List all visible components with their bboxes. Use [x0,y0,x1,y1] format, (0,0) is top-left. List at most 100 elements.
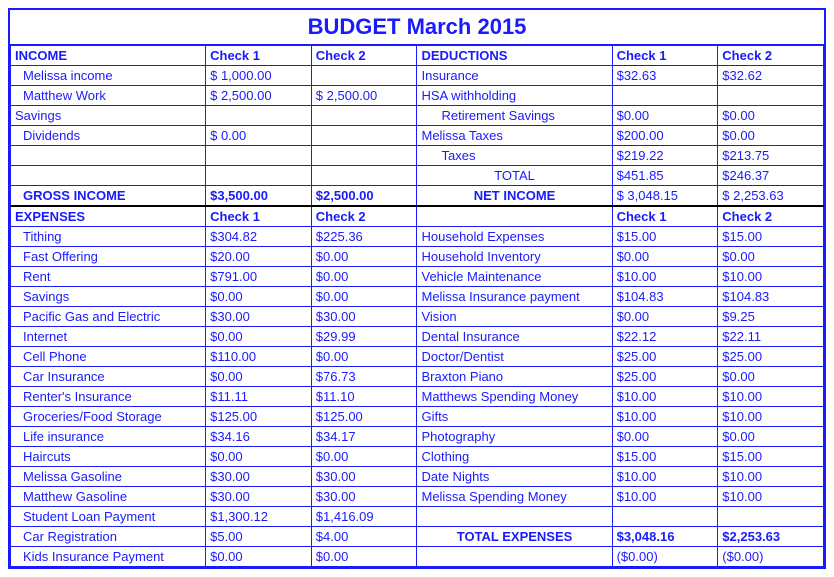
cell: Melissa Gasoline [11,467,206,487]
row: Kids Insurance Payment$0.00$0.00($0.00)(… [11,547,824,567]
cell: Tithing [11,227,206,247]
row: Dividends$ 0.00Melissa Taxes$200.00$0.00 [11,126,824,146]
row: Car Insurance$0.00$76.73Braxton Piano$25… [11,367,824,387]
row: Melissa income$ 1,000.00Insurance$32.63$… [11,66,824,86]
cell: TOTAL [417,166,612,186]
cell: $30.00 [206,487,312,507]
row: Haircuts$0.00$0.00Clothing$15.00$15.00 [11,447,824,467]
cell: GROSS INCOME [11,186,206,207]
cell: $5.00 [206,527,312,547]
row: Savings$0.00$0.00Melissa Insurance payme… [11,287,824,307]
cell [612,507,718,527]
row: INCOMECheck 1Check 2DEDUCTIONSCheck 1Che… [11,46,824,66]
row: EXPENSESCheck 1Check 2Check 1Check 2 [11,206,824,227]
row: Melissa Gasoline$30.00$30.00Date Nights$… [11,467,824,487]
cell [311,66,417,86]
cell: $20.00 [206,247,312,267]
cell [206,166,312,186]
row: TOTAL$451.85$246.37 [11,166,824,186]
cell: $10.00 [718,487,824,507]
cell: Doctor/Dentist [417,347,612,367]
cell: $0.00 [718,247,824,267]
cell [718,507,824,527]
cell: ($0.00) [718,547,824,567]
sheet-title: BUDGET March 2015 [10,10,824,45]
cell: $125.00 [311,407,417,427]
cell: $25.00 [612,347,718,367]
cell: $1,416.09 [311,507,417,527]
cell [206,146,312,166]
row: Cell Phone$110.00$0.00Doctor/Dentist$25.… [11,347,824,367]
cell: $32.63 [612,66,718,86]
cell: Taxes [417,146,612,166]
cell: $29.99 [311,327,417,347]
row: Student Loan Payment$1,300.12$1,416.09 [11,507,824,527]
cell: Matthews Spending Money [417,387,612,407]
cell: $11.10 [311,387,417,407]
cell [311,106,417,126]
cell: $10.00 [612,487,718,507]
cell: $30.00 [206,467,312,487]
cell: Kids Insurance Payment [11,547,206,567]
cell: Check 1 [612,46,718,66]
cell: $0.00 [206,547,312,567]
row: Internet$0.00$29.99Dental Insurance$22.1… [11,327,824,347]
cell: Check 2 [718,206,824,227]
cell: $0.00 [206,367,312,387]
cell: $32.62 [718,66,824,86]
cell: EXPENSES [11,206,206,227]
cell: $9.25 [718,307,824,327]
cell: $0.00 [206,287,312,307]
cell: $0.00 [206,447,312,467]
cell: Vision [417,307,612,327]
cell: Clothing [417,447,612,467]
cell: Photography [417,427,612,447]
cell: INCOME [11,46,206,66]
row: Fast Offering$20.00$0.00Household Invent… [11,247,824,267]
row: Renter's Insurance$11.11$11.10Matthews S… [11,387,824,407]
row: Matthew Work$ 2,500.00$ 2,500.00HSA with… [11,86,824,106]
cell: Internet [11,327,206,347]
cell [718,86,824,106]
cell: $10.00 [612,407,718,427]
cell: Life insurance [11,427,206,447]
cell: $15.00 [612,227,718,247]
cell [11,146,206,166]
cell: Rent [11,267,206,287]
cell: $0.00 [718,427,824,447]
cell: $ 3,048.15 [612,186,718,207]
cell [311,146,417,166]
cell: HSA withholding [417,86,612,106]
cell: Retirement Savings [417,106,612,126]
cell: Savings [11,287,206,307]
cell: $3,048.16 [612,527,718,547]
cell: $4.00 [311,527,417,547]
cell: Melissa income [11,66,206,86]
cell [11,166,206,186]
cell: DEDUCTIONS [417,46,612,66]
cell: $125.00 [206,407,312,427]
cell: $76.73 [311,367,417,387]
cell: Fast Offering [11,247,206,267]
cell: $0.00 [718,367,824,387]
cell: $30.00 [206,307,312,327]
cell: $791.00 [206,267,312,287]
cell: $ 2,253.63 [718,186,824,207]
cell: $10.00 [612,387,718,407]
cell: ($0.00) [612,547,718,567]
cell: Car Insurance [11,367,206,387]
cell: $2,500.00 [311,186,417,207]
cell: Check 2 [311,46,417,66]
cell: Student Loan Payment [11,507,206,527]
cell: $219.22 [612,146,718,166]
row: Matthew Gasoline$30.00$30.00Melissa Spen… [11,487,824,507]
cell: $0.00 [718,106,824,126]
cell: Melissa Spending Money [417,487,612,507]
cell: $0.00 [311,267,417,287]
cell: $30.00 [311,487,417,507]
cell: $0.00 [311,247,417,267]
cell: $0.00 [612,106,718,126]
cell: Groceries/Food Storage [11,407,206,427]
cell: Melissa Insurance payment [417,287,612,307]
cell: $10.00 [718,387,824,407]
